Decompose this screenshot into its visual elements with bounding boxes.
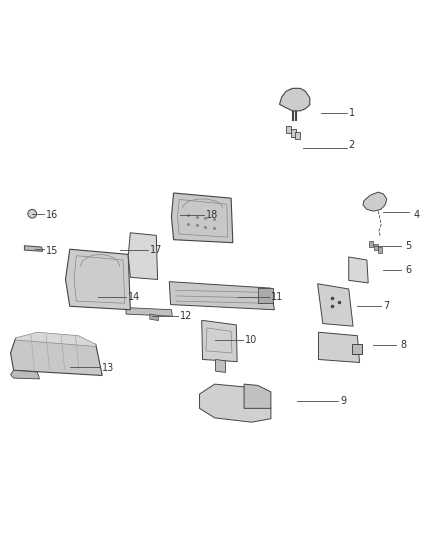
Bar	[369, 241, 373, 247]
Polygon shape	[16, 332, 96, 346]
Text: 13: 13	[102, 363, 114, 373]
Polygon shape	[215, 359, 226, 373]
Polygon shape	[66, 249, 131, 310]
Polygon shape	[349, 257, 368, 283]
Text: 14: 14	[128, 292, 141, 302]
Polygon shape	[318, 332, 360, 362]
Polygon shape	[126, 308, 172, 316]
Bar	[258, 288, 273, 303]
Polygon shape	[128, 233, 158, 279]
Text: 12: 12	[180, 311, 192, 321]
Text: 18: 18	[206, 211, 218, 221]
Bar	[378, 247, 382, 253]
Polygon shape	[279, 88, 310, 111]
Text: 2: 2	[349, 140, 355, 150]
Text: 17: 17	[150, 245, 162, 255]
Text: 4: 4	[413, 209, 420, 220]
Text: 6: 6	[405, 265, 411, 275]
Polygon shape	[202, 320, 237, 361]
Polygon shape	[363, 192, 387, 211]
Bar	[352, 344, 362, 354]
Polygon shape	[11, 370, 39, 379]
Text: 8: 8	[401, 340, 407, 350]
Polygon shape	[169, 281, 274, 310]
Text: 11: 11	[271, 292, 283, 302]
Bar	[286, 126, 291, 133]
Polygon shape	[318, 284, 353, 326]
Text: 15: 15	[46, 246, 58, 256]
Text: 5: 5	[405, 241, 411, 251]
Polygon shape	[244, 384, 271, 408]
Text: 10: 10	[245, 335, 257, 345]
Text: 16: 16	[46, 211, 58, 221]
Polygon shape	[11, 338, 102, 375]
Text: 1: 1	[349, 108, 355, 118]
Circle shape	[28, 209, 36, 218]
Bar	[295, 132, 300, 139]
Text: 9: 9	[340, 397, 346, 407]
Bar	[291, 129, 296, 137]
Text: 7: 7	[383, 301, 389, 311]
Polygon shape	[171, 193, 233, 243]
Bar	[374, 244, 378, 249]
Polygon shape	[25, 246, 42, 252]
Polygon shape	[150, 314, 159, 320]
Polygon shape	[200, 384, 271, 422]
